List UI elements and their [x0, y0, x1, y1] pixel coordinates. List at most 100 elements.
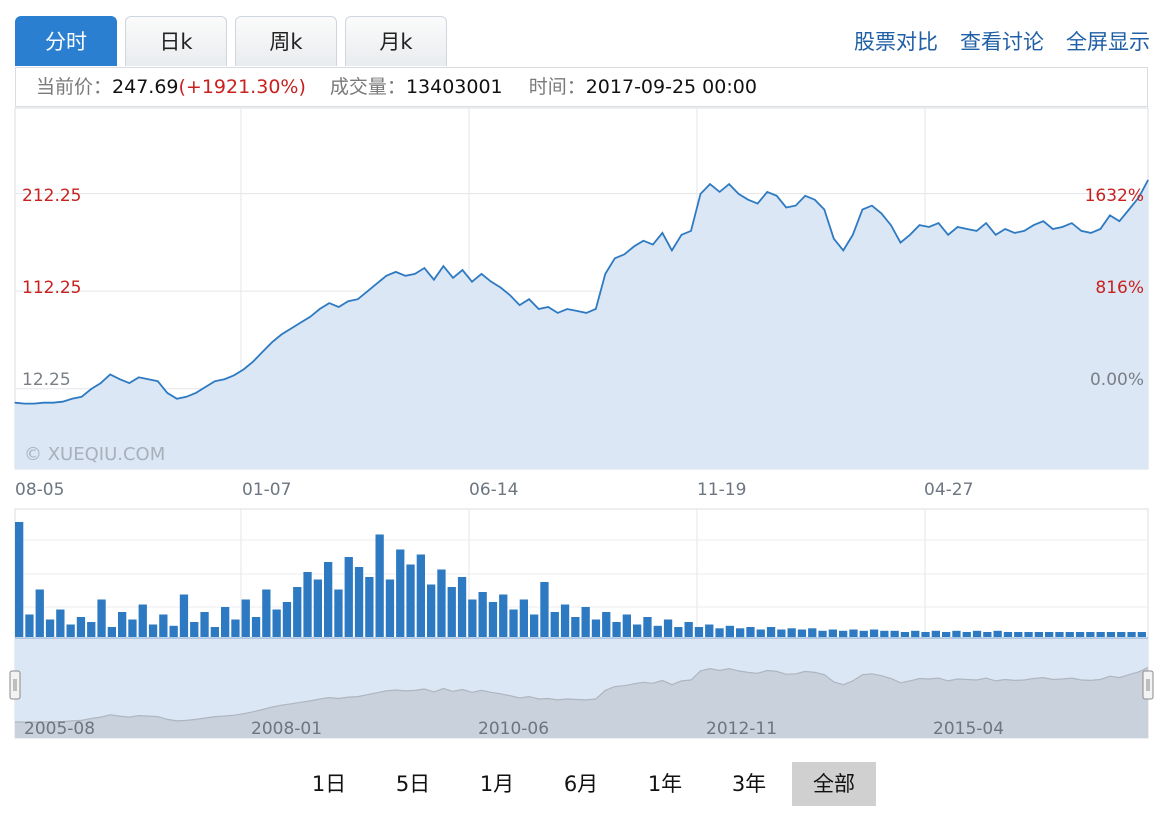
price-point [23, 403, 26, 405]
volume-bar [777, 629, 786, 637]
time-value: 2017-09-25 00:00 [585, 76, 757, 98]
volume-bar [962, 632, 971, 637]
compare-stocks-link[interactable]: 股票对比 [854, 30, 938, 54]
volume-bar [1106, 632, 1116, 637]
price-point [595, 308, 597, 310]
volume-bar [1034, 632, 1043, 637]
price-point [242, 368, 245, 371]
price-point [328, 302, 330, 304]
volume-bar [1024, 632, 1033, 637]
tab-timeshare[interactable]: 分时 [15, 16, 117, 66]
tab-weekly-k[interactable]: 周k [235, 16, 337, 66]
volume-bar [550, 612, 559, 637]
price-point [937, 222, 940, 224]
price-point [823, 208, 825, 211]
fullscreen-link[interactable]: 全屏显示 [1066, 30, 1150, 54]
x-tick-label-3: 06-14 [469, 480, 518, 500]
volume-bar [447, 587, 456, 637]
volume-bar [1055, 632, 1064, 637]
volume-bar [519, 599, 528, 637]
view-discussion-link[interactable]: 查看讨论 [960, 30, 1044, 54]
range-1y-button[interactable]: 1年 [647, 772, 683, 796]
volume-bar [344, 557, 353, 637]
price-point [661, 232, 664, 234]
price-point [271, 341, 273, 343]
range-selector: 1日 5日 1月 6月 1年 3年 全部 [0, 762, 1164, 806]
range-6m-button[interactable]: 6月 [563, 772, 599, 796]
price-point [166, 392, 168, 394]
price-point [62, 401, 64, 403]
price-point [966, 228, 968, 230]
price-point [376, 283, 378, 285]
volume-bar [880, 630, 889, 638]
price-point [890, 224, 892, 226]
price-point [1147, 179, 1149, 181]
top-links: 股票对比 查看讨论 全屏显示 [854, 26, 1150, 56]
price-point [652, 244, 654, 246]
tab-daily-k[interactable]: 日k [125, 16, 227, 66]
volume-bar [509, 609, 518, 637]
volume-bar [282, 602, 292, 637]
volume-bar [437, 569, 446, 637]
price-point [433, 279, 435, 281]
volume-bar [972, 630, 982, 638]
volume-bar [293, 587, 302, 637]
price-point [480, 273, 483, 275]
volume-bar [859, 630, 868, 638]
price-point [757, 203, 759, 205]
price-point [642, 240, 645, 242]
volume-bar [746, 627, 755, 637]
volume-bar [35, 589, 44, 637]
price-point [680, 234, 683, 236]
range-1d-button[interactable]: 1日 [311, 772, 347, 796]
price-point [185, 396, 187, 398]
volume-bar [674, 627, 683, 637]
price-change: (+1921.30%) [178, 76, 306, 98]
volume-bar [715, 628, 724, 638]
nav-tick-label-2: 2008-01 [251, 719, 322, 739]
price-point [157, 380, 159, 382]
price-point [176, 398, 178, 400]
price-point [766, 191, 768, 193]
price-point [52, 402, 54, 404]
price-point [109, 373, 111, 375]
price-point [319, 308, 321, 310]
volume-bar [766, 627, 776, 637]
range-5d-button[interactable]: 5日 [395, 772, 431, 796]
tab-monthly-k[interactable]: 月k [345, 16, 447, 66]
y-right-label-3: 0.00% [1090, 370, 1144, 390]
volume-bar [128, 619, 137, 637]
volume-bar [76, 617, 86, 637]
range-all-button[interactable]: 全部 [792, 762, 876, 806]
y-left-label-3: 12.25 [22, 370, 71, 390]
navigator-right-handle[interactable] [1142, 670, 1154, 700]
volume-bar [983, 632, 992, 637]
y-right-label-1: 1632% [1085, 186, 1144, 206]
volume-bar [828, 629, 837, 637]
price-point [928, 226, 930, 228]
volume-bar [190, 622, 199, 637]
navigator-left-handle[interactable] [9, 670, 21, 700]
volume-bar [797, 629, 807, 637]
volume-bar [159, 614, 168, 637]
volume-bar [303, 572, 312, 637]
price-point [814, 199, 816, 201]
price-point [528, 298, 530, 300]
price-point [538, 308, 540, 310]
volume-bar [725, 625, 734, 638]
volume-bar [56, 609, 65, 637]
volume-bar [921, 632, 930, 637]
volume-bar [684, 622, 693, 637]
range-1m-button[interactable]: 1月 [479, 772, 515, 796]
price-point [500, 286, 502, 289]
range-3y-button[interactable]: 3年 [731, 772, 767, 796]
price-point [1071, 222, 1073, 224]
volume-bar [148, 624, 158, 637]
volume-bar [942, 632, 951, 637]
price-point [100, 382, 102, 384]
price-point [509, 294, 511, 296]
volume-bar [118, 612, 127, 637]
volume-bar [210, 627, 219, 637]
nav-tick-label-4: 2012-11 [706, 719, 777, 739]
nav-tick-label-5: 2015-04 [933, 719, 1004, 739]
